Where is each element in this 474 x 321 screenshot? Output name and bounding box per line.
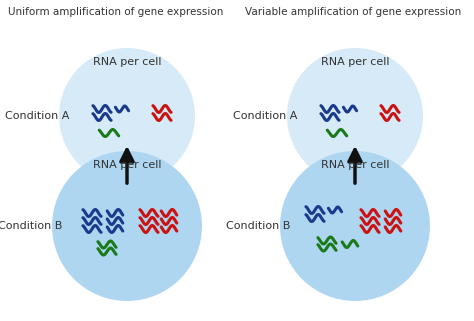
Text: Condition B: Condition B (0, 221, 62, 231)
Text: RNA per cell: RNA per cell (93, 57, 161, 67)
Text: Variable amplification of gene expression: Variable amplification of gene expressio… (245, 7, 461, 17)
Ellipse shape (287, 48, 423, 184)
Text: Uniform amplification of gene expression: Uniform amplification of gene expression (8, 7, 223, 17)
Text: Condition A: Condition A (5, 111, 69, 121)
Text: RNA per cell: RNA per cell (321, 160, 389, 170)
Text: Condition B: Condition B (226, 221, 290, 231)
Ellipse shape (280, 151, 430, 301)
Ellipse shape (59, 48, 195, 184)
Ellipse shape (52, 151, 202, 301)
Text: RNA per cell: RNA per cell (321, 57, 389, 67)
Text: Condition A: Condition A (233, 111, 297, 121)
Text: RNA per cell: RNA per cell (93, 160, 161, 170)
